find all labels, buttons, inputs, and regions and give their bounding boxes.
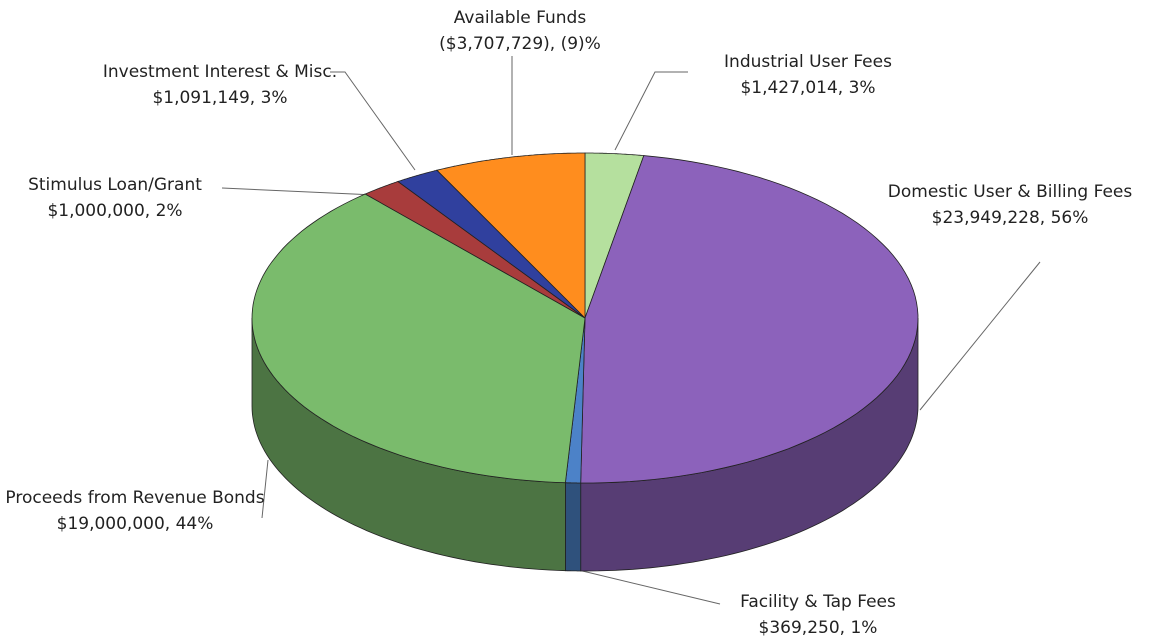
- slice-label: Available Funds: [454, 8, 587, 28]
- leader-line: [614, 71, 688, 151]
- value-label: $1,427,014, 3%: [740, 78, 875, 98]
- pie-side: [565, 482, 582, 572]
- pie-slice: [251, 193, 586, 484]
- slice-label: Stimulus Loan/Grant: [28, 175, 202, 195]
- leader-line: [221, 187, 376, 196]
- slice-label: Domestic User & Billing Fees: [888, 182, 1133, 202]
- value-label: ($3,707,729), (9)%: [439, 34, 601, 54]
- pie-slice: [397, 169, 586, 319]
- slice-label: Investment Interest & Misc.: [103, 62, 337, 82]
- value-label: $1,091,149, 3%: [152, 88, 287, 108]
- value-label: $1,000,000, 2%: [47, 201, 182, 221]
- leader-line: [569, 567, 721, 605]
- value-label: $369,250, 1%: [759, 618, 878, 638]
- leader-line: [919, 261, 1041, 411]
- leader-line: [330, 71, 416, 171]
- pie-slice: [364, 181, 586, 319]
- slice-label: Facility & Tap Fees: [740, 592, 896, 612]
- pie-slice: [436, 152, 586, 319]
- slice-label: Industrial User Fees: [724, 52, 892, 72]
- slice-label: Proceeds from Revenue Bonds: [5, 488, 264, 508]
- leader-line: [261, 459, 269, 519]
- pie-slice: [580, 155, 919, 484]
- value-label: $19,000,000, 44%: [57, 514, 214, 534]
- value-label: $23,949,228, 56%: [932, 208, 1089, 228]
